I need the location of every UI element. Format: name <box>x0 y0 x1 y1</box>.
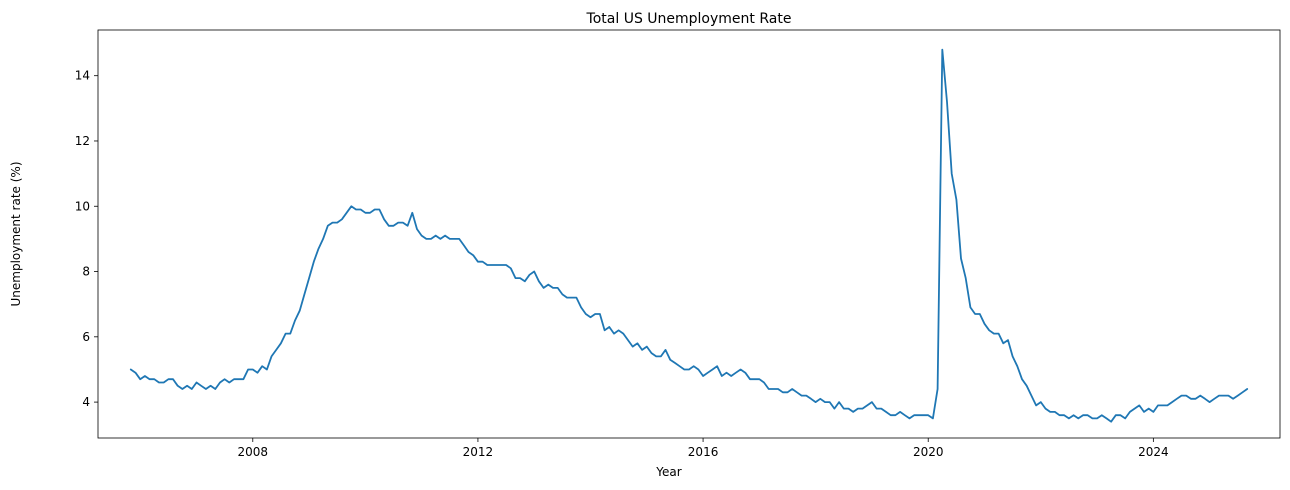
y-tick-label: 8 <box>82 265 90 279</box>
x-axis-label: Year <box>655 465 681 479</box>
unemployment-rate-line <box>129 48 1249 423</box>
y-tick-label: 12 <box>75 134 90 148</box>
y-tick-label: 10 <box>75 199 90 213</box>
y-tick-label: 14 <box>75 69 90 83</box>
x-tick-label: 2024 <box>1138 445 1169 459</box>
x-tick-label: 2016 <box>688 445 719 459</box>
x-tick-label: 2020 <box>913 445 944 459</box>
x-tick-label: 2008 <box>238 445 269 459</box>
y-tick-label: 4 <box>82 395 90 409</box>
y-axis-label: Unemployment rate (%) <box>9 161 23 306</box>
x-axis: 2008 2012 2016 2020 2024 <box>238 438 1169 459</box>
y-axis: 4 6 8 10 12 14 <box>75 69 98 409</box>
y-tick-label: 6 <box>82 330 90 344</box>
chart-title: Total US Unemployment Rate <box>586 11 792 27</box>
plot-area-frame <box>97 29 1281 439</box>
x-tick-label: 2012 <box>463 445 494 459</box>
